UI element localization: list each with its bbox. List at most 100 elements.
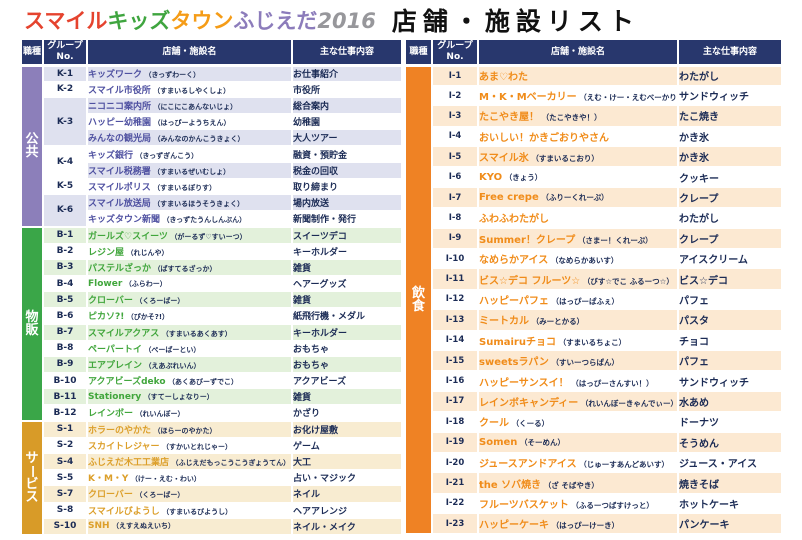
shop-name: レジン屋 [88,247,125,258]
group-no-cell: I-17 [432,391,479,413]
group-no-cell: I-20 [432,452,479,474]
table-row: B-5 クローバー （くろーばー） 雑貨 [22,291,403,309]
work-description-cell: 総合案内 [292,97,403,115]
shop-name: ハッピーパフェ [479,295,549,307]
shop-name: ビス☆デコ フルーツ☆ [479,275,581,287]
shop-name-cell: なめらかアイス （なめらかあいす） [478,248,679,270]
shop-name: Summer！クレープ [479,234,576,246]
group-no-cell: I-15 [432,350,479,372]
column-header-group-no: グループ No. [43,40,88,67]
shop-name-reading: （くーる） [509,419,550,429]
work-description-cell: わたがし [678,65,783,86]
shop-name: ふわふわたがし [479,214,549,226]
group-no-cell: B-5 [43,291,88,309]
shop-name-cell: ハッピー幼稚園 （はっぴーようちえん） [87,113,293,131]
shop-name-reading: （すまいるぜいむしょ） [150,167,231,176]
work-description-cell: クレープ [678,187,783,209]
shop-name-reading: （すまいるこおり） [528,154,599,164]
group-no-cell: I-21 [432,472,479,494]
shop-name: スマイルびようし [88,506,160,517]
job-label-char: 販 [25,323,39,338]
shop-name-cell: ピカソ?! （ぴかそ?!） [87,307,293,325]
shop-name: クローバー [88,490,133,501]
shop-name-cell: M・K・Mベーカリー （えむ・けー・えむべーかりー） [478,85,679,107]
work-description-cell: そうめん [678,432,783,453]
table-row: スマイル税務署 （すまいるぜいむしょ） 税金の回収 [22,162,403,179]
job-label-char: 飲 [411,285,425,301]
job-category-cell: 飲食 [406,65,433,535]
shop-name-cell: たこやき屋！ （たこやきや！） [478,105,679,127]
shop-name-reading: （れいんぼーきゃんでぃー） [578,398,678,408]
work-description-cell: かき氷 [678,146,783,168]
group-no-cell: I-16 [432,370,479,392]
logo-segment: キッズ [107,9,171,33]
column-header-shop-name: 店舗・施設名 [87,40,293,67]
work-description-cell: 幼稚園 [292,113,403,131]
shop-name: Stationery [88,391,142,402]
group-no-cell: I-12 [432,289,479,311]
group-no-cell: I-3 [432,105,479,127]
shop-name: the ソバ焼き [479,479,542,491]
table-row: I-18 クール （くーる） ドーナツ [406,411,783,433]
work-description-cell: 新聞制作・発行 [292,210,403,228]
shop-name: キッズワーク [88,70,143,81]
shop-name: あま♡わた [479,72,528,84]
shop-name-reading: （ぱすてるざっか） [151,264,217,273]
shop-name-cell: Summer！クレープ （さまー！くれーぷ） [478,228,679,250]
table-row: B-9 エアプレイン （えあぷれいん） おもちゃ [22,356,403,374]
job-label-char: 公 [25,132,39,148]
shop-name-reading: （えむ・けー・えむべーかりー） [579,93,677,103]
shop-name-cell: K・M・Y （けー・えむ・わい） [87,469,293,487]
shop-name-cell: フルーツバスケット （ふるーつばすけっと） [478,493,679,515]
job-category-label: 公共 [22,132,41,159]
shop-name-reading: （はっぴーぱふぇ） [548,296,620,306]
table-row: ハッピー幼稚園 （はっぴーようちえん） 幼稚園 [22,113,403,131]
shop-name: スマイルアクアス [88,328,160,339]
shop-name-reading: （れじんや） [124,248,169,257]
shop-name-cell: sweetsラパン （すいーつらぱん） [478,350,679,372]
shop-name-reading: （すまいるしやくしょ） [150,86,231,95]
shop-name: Flower [88,278,123,289]
table-row: S-5 K・M・Y （けー・えむ・わい） 占い・マジック [22,469,403,487]
group-no-line2: No. [446,51,464,62]
work-description-cell: 水あめ [678,391,783,413]
shop-name-reading: （れいんぼー） [133,410,185,419]
table-row: I-3 たこやき屋！ （たこやきや！） たこ焼き [406,105,783,127]
group-no-cell: I-9 [432,228,479,250]
table-row: I-4 おいしい！かきごおりやさん かき氷 [406,126,783,148]
shop-name-reading: （じゅーすあんどあいす） [576,460,669,470]
group-no-cell: I-14 [432,330,479,351]
shop-name: ハッピーケーキ [479,520,549,532]
shop-name-reading: （なめらかあいす） [548,256,619,266]
shop-name: ハッピー幼稚園 [88,118,152,129]
work-description-cell: 焼きそば [678,472,783,494]
table-row: K-2 スマイル市役所 （すまいるしやくしょ） 市役所 [22,81,403,98]
table-row: I-20 ジュースアンドアイス （じゅーすあんどあいす） ジュース・アイス [406,452,783,474]
shop-name: SNH [88,521,110,532]
table-row: I-2M・K・Mベーカリー （えむ・けー・えむべーかりー）サンドウィッチ [406,85,783,107]
work-description-cell: ゲーム [292,437,403,455]
shop-name: KYO [479,171,503,183]
work-description-cell: 紙飛行機・メダル [292,307,403,325]
shop-name: ハッピーサンスイ！ [479,377,569,389]
column-header-job: 職種 [22,40,44,67]
group-no-cell: B-7 [43,324,88,341]
table-row: S-4 ふじえだ木工工業店 （ふじえだもっこうこうぎょうてん） 大工 [22,453,403,471]
work-description-cell: キーホルダー [292,243,403,260]
work-description-cell: おもちゃ [292,340,403,357]
column-header-job: 職種 [406,40,433,67]
shop-name: Sumairuチョコ [479,336,556,348]
group-no-cell: B-1 [43,225,88,244]
logo-segment: 2016 [317,9,376,33]
table-row: B-4 Flower （ふらわー） ヘアーグッズ [22,275,403,293]
table-row: S-8 スマイルびようし （すまいるびようし） ヘアアレンジ [22,502,403,519]
shop-name: おいしい！かきごおりやさん [479,132,609,144]
group-no-cell: K-1 [43,65,88,82]
shop-name-cell: エアプレイン （えあぷれいん） [87,356,293,374]
shop-name-reading: （けー・えむ・わい） [128,475,201,484]
shop-name: K・M・Y [88,474,129,485]
shop-name-cell: ニコニコ案内所 （にこにこあんないじょ） [87,97,293,115]
shop-name-reading: （みんなのかんこうきょく） [151,135,245,144]
table-row: K-6 スマイル放送局 （すまいるほうそうきょく） 場内放送 [22,194,403,228]
